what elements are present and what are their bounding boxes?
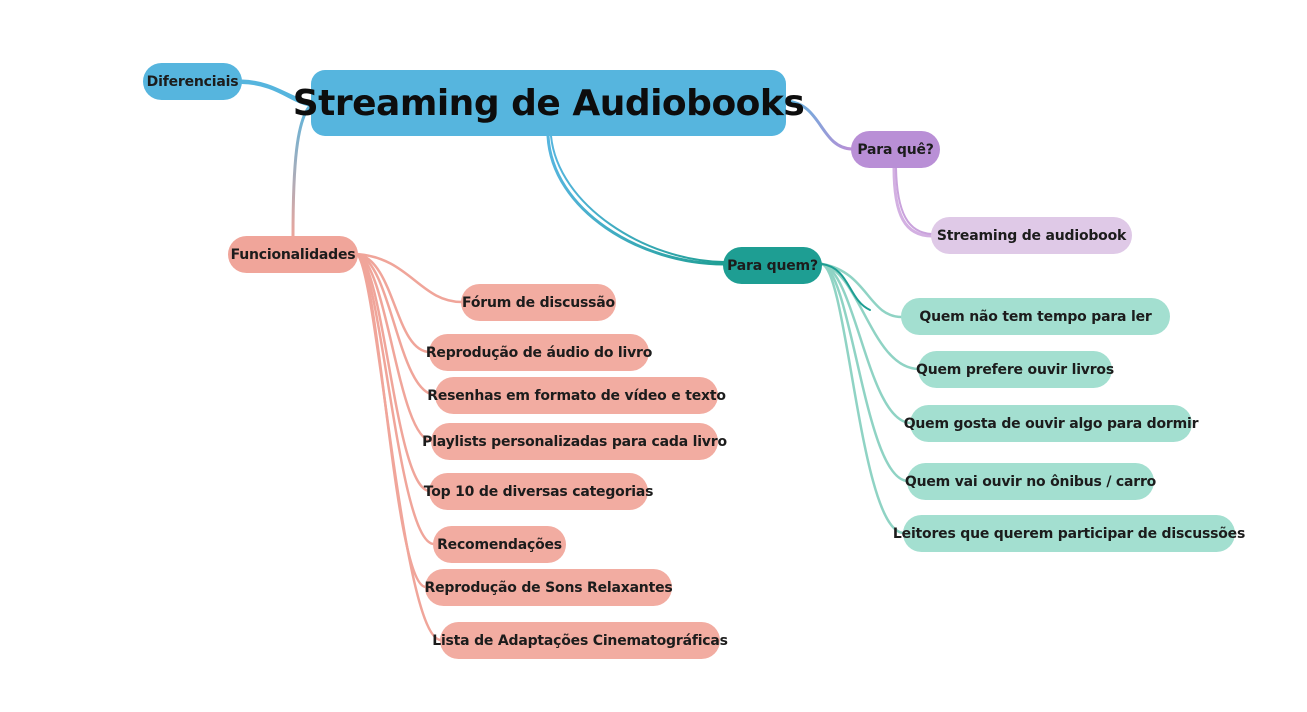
- subtopic-para-que-1[interactable]: Streaming de audiobook: [931, 217, 1132, 254]
- subtopic-label: Fórum de discussão: [462, 294, 615, 311]
- subtopic-para-quem-4[interactable]: Quem vai ouvir no ônibus / carro: [904, 463, 1157, 500]
- connector-func-child-8: [355, 252, 443, 642]
- topic-diferenciais-label: Diferenciais: [146, 73, 239, 90]
- topic-para-quem-label: Para quem?: [727, 257, 818, 274]
- subtopic-label: Quem vai ouvir no ônibus / carro: [904, 473, 1157, 490]
- connector-func-child-7: [355, 252, 428, 589]
- connector-para-quem-child-1: [820, 262, 904, 319]
- subtopic-label: Reprodução de áudio do livro: [425, 344, 653, 361]
- connector-para-quem-child-4: [820, 262, 910, 483]
- subtopic-label: Top 10 de diversas categorias: [423, 483, 654, 500]
- subtopic-label: Reprodução de Sons Relaxantes: [424, 579, 673, 596]
- topic-para-que-label: Para quê?: [857, 141, 934, 158]
- subtopic-label: Playlists personalizadas para cada livro: [422, 433, 727, 450]
- subtopic-para-quem-5[interactable]: Leitores que querem participar de discus…: [893, 515, 1245, 552]
- subtopic-label: Streaming de audiobook: [936, 227, 1127, 244]
- central-topic-label: Streaming de Audiobooks: [292, 82, 805, 124]
- connector-central-diferenciais: [240, 79, 315, 105]
- connector-para-quem-child-3: [820, 262, 913, 425]
- connector-func-child-5: [355, 252, 432, 493]
- subtopic-funcionalidades-2[interactable]: Reprodução de áudio do livro: [425, 334, 653, 371]
- subtopic-funcionalidades-5[interactable]: Top 10 de diversas categorias: [424, 473, 653, 510]
- connector-para-quem-child-2: [820, 262, 921, 371]
- connector-para-quem-child-5: [820, 262, 906, 535]
- subtopic-funcionalidades-8[interactable]: Lista de Adaptações Cinematográficas: [432, 622, 728, 659]
- connector-func-child-3: [355, 252, 438, 397]
- subtopic-label: Quem gosta de ouvir algo para dormir: [903, 415, 1199, 432]
- connector-func-child-4: [355, 252, 434, 443]
- subtopic-funcionalidades-4[interactable]: Playlists personalizadas para cada livro: [422, 423, 727, 460]
- subtopic-label: Resenhas em formato de vídeo e texto: [427, 387, 726, 404]
- topic-funcionalidades[interactable]: Funcionalidades: [228, 236, 358, 273]
- subtopic-funcionalidades-3[interactable]: Resenhas em formato de vídeo e texto: [427, 377, 726, 414]
- subtopic-label: Lista de Adaptações Cinematográficas: [432, 632, 728, 649]
- connector-func-child-2: [355, 252, 432, 354]
- topic-para-que[interactable]: Para quê?: [851, 131, 940, 168]
- connector-central-para-quem: [546, 134, 726, 266]
- connector-para-que-child: [892, 166, 934, 238]
- central-topic[interactable]: Streaming de Audiobooks: [293, 70, 805, 136]
- subtopic-funcionalidades-1[interactable]: Fórum de discussão: [461, 284, 616, 321]
- connector-func-child-6: [355, 252, 436, 546]
- subtopic-para-quem-1[interactable]: Quem não tem tempo para ler: [901, 298, 1170, 335]
- subtopic-funcionalidades-6[interactable]: Recomendações: [433, 526, 566, 563]
- subtopic-para-quem-3[interactable]: Quem gosta de ouvir algo para dormir: [904, 405, 1198, 442]
- subtopic-label: Leitores que querem participar de discus…: [892, 525, 1246, 542]
- connector-central-para-que: [784, 99, 854, 151]
- connector-func-child-1: [355, 252, 464, 304]
- topic-diferenciais[interactable]: Diferenciais: [143, 63, 242, 100]
- subtopic-label: Recomendações: [437, 536, 562, 553]
- topic-para-quem[interactable]: Para quem?: [723, 247, 822, 284]
- subtopic-funcionalidades-7[interactable]: Reprodução de Sons Relaxantes: [424, 569, 673, 606]
- connector-central-funcionalidades: [291, 101, 315, 239]
- topic-funcionalidades-label: Funcionalidades: [230, 246, 356, 263]
- subtopic-label: Quem não tem tempo para ler: [919, 308, 1152, 325]
- subtopic-para-quem-2[interactable]: Quem prefere ouvir livros: [916, 351, 1114, 388]
- subtopic-label: Quem prefere ouvir livros: [916, 361, 1114, 378]
